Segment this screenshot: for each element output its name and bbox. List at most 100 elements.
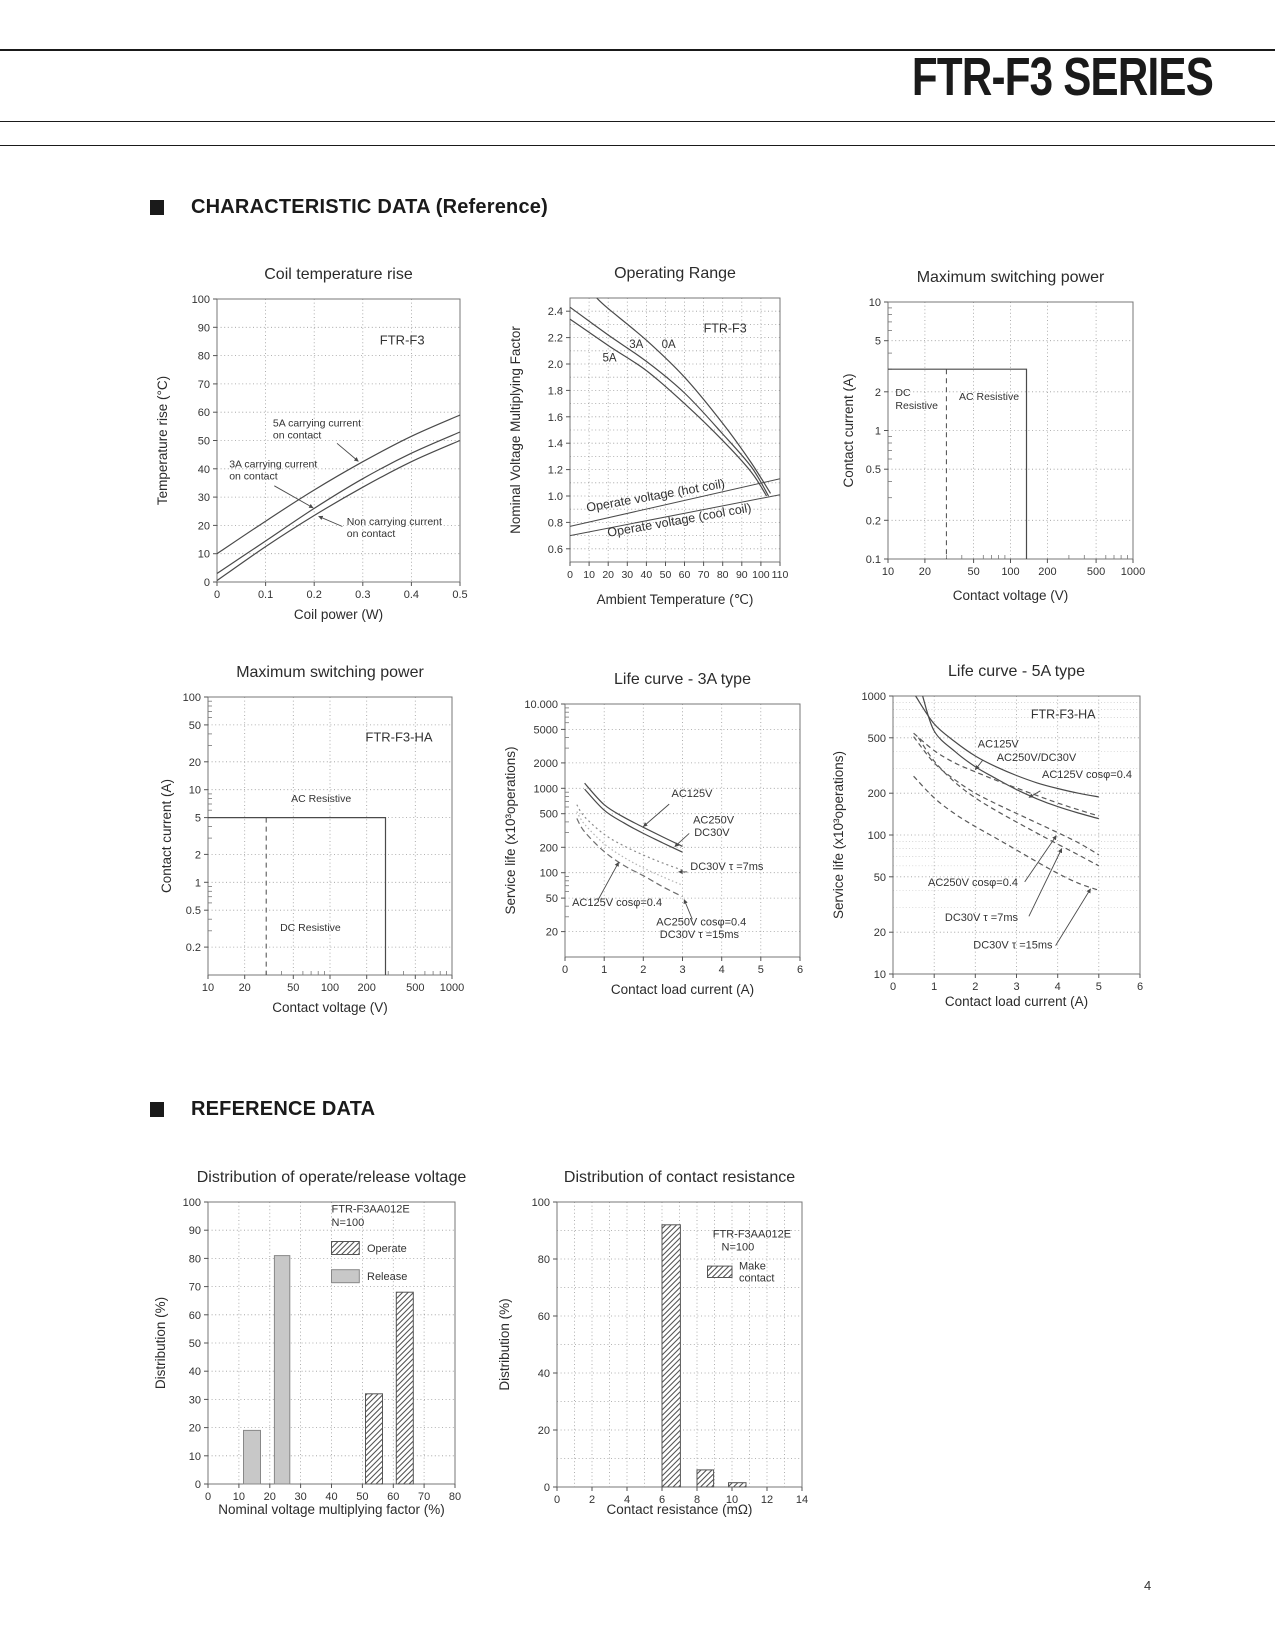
chart-title: Operating Range (614, 265, 736, 282)
plot-border (569, 297, 781, 563)
y-tick-label: 50 (198, 436, 210, 448)
y-tick-label: 0 (204, 577, 210, 589)
x-tick-label: 10 (233, 1491, 245, 1503)
y-tick-label: 0.2 (186, 942, 201, 954)
chart-canvas-coil-temp: 0 0.1 0.2 0.3 0.4 0.5 0 10 20 30 40 50 60 70 80 90 100 FT… (155, 266, 468, 622)
y-tick-label: 0.1 (866, 554, 881, 566)
y-tick-label: 80 (538, 1254, 550, 1266)
x-tick-label: 1 (931, 981, 937, 993)
annotation: FTR-F3 (380, 332, 425, 347)
y-tick-label: 500 (540, 809, 558, 821)
x-axis-label: Contact load current (A) (611, 982, 754, 997)
section-heading-reference-data: REFERENCE DATA (150, 1098, 375, 1121)
x-tick-label: 0.5 (452, 589, 467, 601)
x-tick-label: 0 (562, 964, 568, 976)
y-tick-label: 2.0 (548, 359, 563, 371)
y-tick-label: 2.2 (548, 333, 563, 345)
x-tick-label: 100 (1001, 566, 1019, 578)
chart-canvas-max-power-ha: 10 20 50 100 200 500 1000 0.2 0.5 1 2 5 10 20 50 100 FTR… (159, 664, 464, 1015)
y-tick-label: 200 (868, 788, 886, 800)
annotation: 5A carrying current (273, 417, 361, 429)
x-tick-label: 0.1 (258, 589, 273, 601)
x-tick-label: 0.2 (307, 589, 322, 601)
doc-title: FTR-F3 SERIES (911, 47, 1214, 107)
y-tick-label: 20 (546, 927, 558, 939)
x-tick-label: 50 (287, 982, 299, 994)
x-tick-label: 20 (919, 566, 931, 578)
annotation-arrow (643, 803, 670, 827)
y-tick-label: 90 (189, 1225, 201, 1237)
x-tick-label: 0 (567, 569, 573, 581)
x-axis-label: Contact voltage (V) (953, 588, 1069, 603)
header-rule-top (0, 49, 1275, 51)
x-tick-label: 0.4 (404, 589, 419, 601)
x-tick-label: 20 (264, 1491, 276, 1503)
y-tick-label: 100 (192, 294, 210, 306)
x-tick-label: 6 (659, 1494, 665, 1506)
y-tick-label: 40 (538, 1368, 550, 1380)
x-axis-label: Contact load current (A) (945, 994, 1088, 1009)
y-tick-label: 60 (538, 1311, 550, 1323)
x-tick-label: 2 (640, 964, 646, 976)
chart-distribution-contact-resistance: 0 2 4 6 8 10 12 14 0 20 40 60 80 100 FTR-F3AA012E N=100… (494, 1160, 824, 1520)
x-tick-label: 30 (621, 569, 633, 581)
x-axis-label: Nominal voltage multiplying factor (%) (218, 1502, 445, 1517)
y-tick-label: 1 (195, 877, 201, 889)
page-number: 4 (1144, 1578, 1152, 1593)
chart-distribution-operate-release-voltage: 0 10 20 30 40 50 60 70 80 0 10 20 30 40 50 60 70 80 90 100 F… (150, 1160, 480, 1520)
header-rule-bottom (0, 145, 1275, 146)
legend-label: Release (367, 1271, 407, 1283)
bar-operate (365, 1393, 383, 1485)
x-tick-label: 0 (214, 589, 220, 601)
legend-label: contact (739, 1273, 774, 1285)
y-tick-label: 10 (198, 549, 210, 561)
x-tick-label: 1000 (440, 982, 464, 994)
annotation: N=100 (722, 1242, 755, 1254)
y-tick-label: 80 (189, 1253, 201, 1265)
chart-canvas-dist-resistance: 0 2 4 6 8 10 12 14 0 20 40 60 80 100 FTR-F3AA012EN=100… (497, 1169, 808, 1517)
annotation: AC125V cosφ=0.4 (572, 897, 662, 909)
x-tick-label: 20 (239, 982, 251, 994)
y-tick-label: 10 (869, 297, 881, 309)
annotation: AC250V/DC30V (997, 752, 1077, 764)
series-3a-carrying-current-on-contact (216, 431, 461, 574)
bar-make-contact (728, 1482, 747, 1488)
y-tick-label: 5000 (534, 724, 558, 736)
x-tick-label: 60 (679, 569, 691, 581)
plot-border (892, 695, 1141, 975)
annotation: FTR-F3-HA (365, 730, 432, 745)
x-tick-label: 200 (358, 982, 376, 994)
x-tick-label: 2 (972, 981, 978, 993)
y-tick-label: 0.5 (186, 905, 201, 917)
x-tick-label: 3 (1013, 981, 1019, 993)
y-tick-label: 5 (875, 336, 881, 348)
y-tick-label: 40 (198, 464, 210, 476)
annotation-arrow (974, 759, 984, 770)
annotation: FTR-F3AA012E (713, 1229, 791, 1241)
x-tick-label: 10 (726, 1494, 738, 1506)
header-rule-middle (0, 121, 1275, 122)
annotation: on contact (347, 528, 396, 540)
x-tick-label: 500 (1087, 566, 1105, 578)
x-tick-label: 4 (719, 964, 725, 976)
annotation: FTR-F3 (704, 321, 747, 335)
chart-life-curve-5a-type: 0 1 2 3 4 5 6 10 20 50 100 200 500 1000 FTR-F3-HA AC125… (828, 640, 1158, 1012)
x-tick-label: 40 (325, 1491, 337, 1503)
bar-release (273, 1255, 291, 1485)
chart-coil-temperature-rise: 0 0.1 0.2 0.3 0.4 0.5 0 10 20 30 40 50 60 70 80 90 100 FT… (152, 250, 482, 625)
y-tick-label: 1.2 (548, 465, 563, 477)
annotation: AC Resistive (959, 391, 1019, 403)
x-tick-label: 70 (418, 1491, 430, 1503)
series-ac125v-cos-0-4 (913, 732, 1099, 817)
x-tick-label: 500 (406, 982, 424, 994)
annotation-arrow (1028, 848, 1063, 917)
series-dc30v-tau-7ms (576, 804, 683, 871)
y-tick-label: 80 (198, 351, 210, 363)
y-tick-label: 1.8 (548, 385, 563, 397)
chart-life-curve-3a-type: 0 1 2 3 4 5 6 20 50 100 200 500 1000 2000 5000 10.000 AC… (500, 640, 830, 1000)
chart-maximum-switching-power-ha: 10 20 50 100 200 500 1000 0.2 0.5 1 2 5 10 20 50 100 FTR… (156, 640, 476, 1018)
legend-label: Make (739, 1261, 766, 1273)
x-tick-label: 200 (1038, 566, 1056, 578)
series-ac125v-cos-0-4 (576, 811, 683, 886)
x-tick-label: 6 (797, 964, 803, 976)
